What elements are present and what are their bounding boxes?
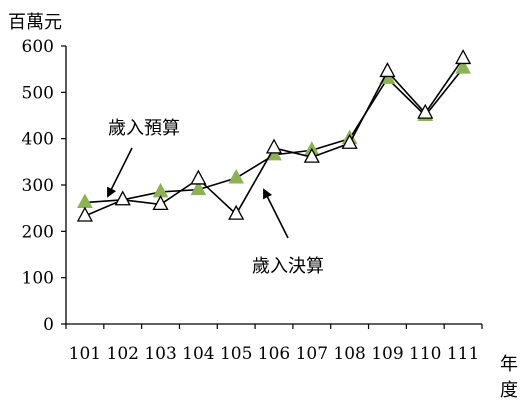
data-point [303,147,320,163]
x-unit-label-bottom: 度 [500,380,518,401]
annotation-label-actual: 歲入決算 [252,256,324,277]
annotation-arrow-actual [263,188,289,239]
x-tick-label: 102 [107,344,139,364]
axes [61,45,483,329]
x-tick-label: 105 [220,344,252,364]
y-tick-labels: 0 100 200 300 400 500 600 [22,37,54,335]
x-tick-label: 106 [258,344,290,364]
series-layer [76,49,472,222]
data-point [190,169,207,185]
y-tick-label: 300 [22,176,54,196]
data-point [455,49,472,65]
data-point [228,204,245,220]
x-tick-label: 110 [409,344,441,364]
data-point [379,62,396,78]
x-tick-label: 107 [296,344,328,364]
data-point [152,182,169,198]
y-tick-label: 100 [22,269,54,289]
data-point [77,193,93,209]
data-point [190,180,207,196]
x-tick-label: 101 [69,344,101,364]
data-point [228,168,245,184]
data-point [341,133,358,149]
y-tick-label: 400 [22,130,54,150]
y-tick-label: 200 [22,222,54,242]
x-tick-labels: 101 102 103 104 105 106 107 108 109 110 111 [69,344,480,364]
x-unit-label-top: 年 [500,354,518,375]
x-tick-label: 108 [333,344,365,364]
annotation-arrow-budget [107,147,133,198]
y-tick-label: 500 [22,83,54,103]
data-point [76,206,93,222]
data-point [455,59,471,74]
y-unit-label: 百萬元 [8,12,62,33]
x-tick-label: 104 [182,344,214,364]
data-point [114,190,131,206]
series-1 [76,49,472,222]
data-point [417,103,434,119]
x-tick-label: 111 [447,344,479,364]
x-tick-label: 109 [371,344,403,364]
x-tick-label: 103 [144,344,176,364]
annotation-label-budget: 歲入預算 [108,118,180,139]
y-tick-label: 600 [22,37,54,57]
data-point [265,138,283,154]
data-point [152,195,169,211]
y-tick-label: 0 [43,315,54,335]
